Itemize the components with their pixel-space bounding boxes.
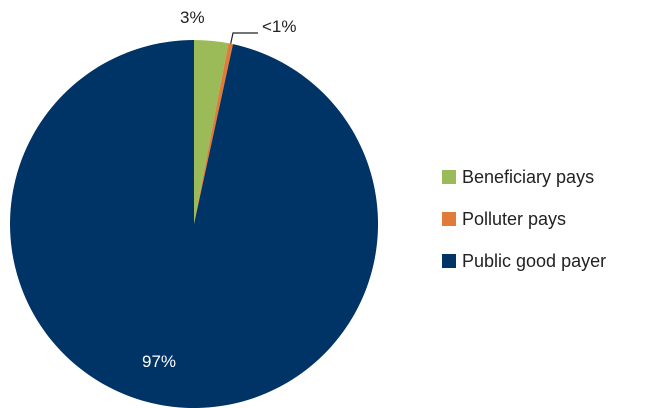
legend-item-public-good-payer: Public good payer (442, 251, 606, 271)
legend-label-polluter-pays: Polluter pays (462, 209, 566, 229)
legend: Beneficiary pays Polluter pays Public good… (442, 167, 606, 271)
data-label-beneficiary-pays: 3% (180, 8, 205, 27)
legend-swatch-beneficiary-pays (442, 170, 456, 184)
pie-slice-beneficiary-pays (194, 40, 229, 224)
legend-item-beneficiary-pays: Beneficiary pays (442, 167, 594, 187)
data-labels: 3% <1% 97% (142, 8, 297, 371)
data-label-polluter-pays: <1% (262, 17, 297, 36)
pie-slices (10, 40, 379, 408)
legend-label-beneficiary-pays: Beneficiary pays (462, 167, 594, 187)
data-label-public-good-payer: 97% (142, 352, 176, 371)
pie-slice-polluter-pays (194, 43, 234, 225)
leader-line-polluter-pays (230, 32, 258, 44)
legend-item-polluter-pays: Polluter pays (442, 209, 566, 229)
legend-swatch-public-good-payer (442, 254, 456, 268)
pie-slice-public-good-payer (10, 40, 379, 408)
legend-label-public-good-payer: Public good payer (462, 251, 606, 271)
legend-swatch-polluter-pays (442, 212, 456, 226)
